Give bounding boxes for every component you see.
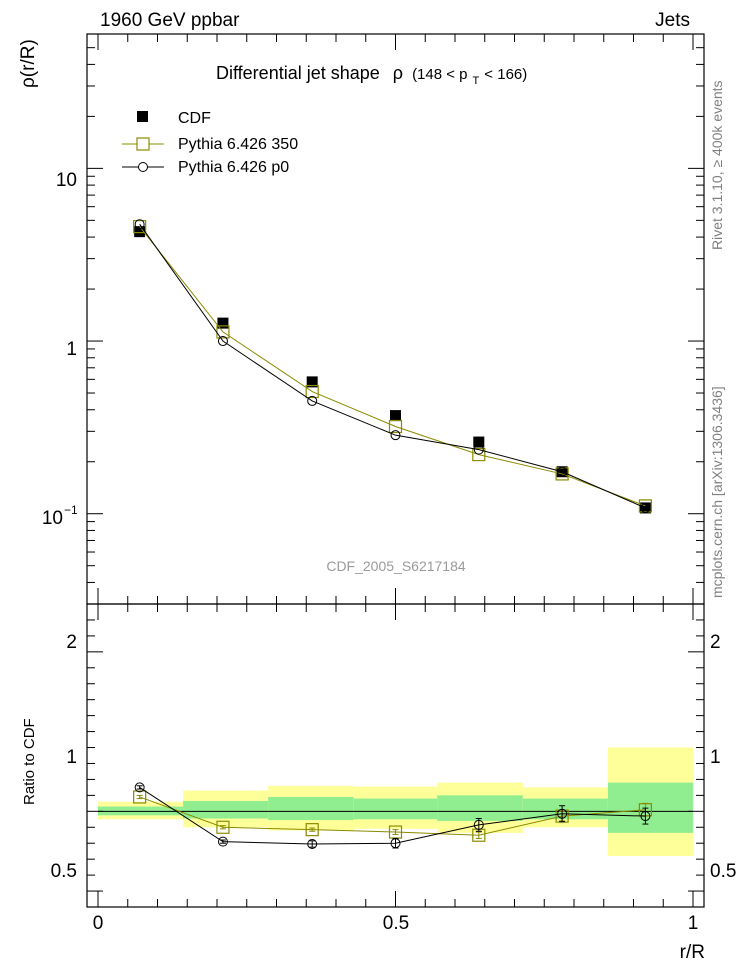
main-point-p0 xyxy=(640,502,651,513)
main-ylabel: ρ(r/R) xyxy=(18,39,39,88)
main-point-350 xyxy=(638,499,653,513)
main-series-line-2 xyxy=(139,223,646,509)
ratio-point-p0 xyxy=(307,839,318,850)
main-series xyxy=(133,219,653,514)
ratio-point-p0 xyxy=(557,808,568,819)
main-point-p0 xyxy=(217,336,228,347)
ratio-frame xyxy=(86,603,705,908)
legend: CDF Pythia 6.426 350 Pythia 6.426 p0 xyxy=(122,110,298,176)
ratio-point-350 xyxy=(133,790,147,804)
legend-label-p0: Pythia 6.426 p0 xyxy=(178,159,289,176)
header-right: Jets xyxy=(655,10,690,31)
main-point-350 xyxy=(305,384,319,399)
ratio-series xyxy=(133,782,653,850)
ytick-label-1: 1 xyxy=(66,339,77,360)
main-point-cdf xyxy=(390,410,401,422)
ratio-bands xyxy=(98,747,693,856)
main-point-p0 xyxy=(557,466,568,477)
main-point-cdf xyxy=(217,317,229,329)
ratio-ytick-left-2: 2 xyxy=(66,632,77,653)
ratio-ytick-right-1: 1 xyxy=(710,747,721,768)
xtick-label-0p5: 0.5 xyxy=(383,913,409,934)
ratio-point-350 xyxy=(305,823,319,837)
ytick-label-10: 10 xyxy=(56,170,77,191)
main-panel: Differential jet shape ρ (148 < p T < 16… xyxy=(18,33,705,605)
main-point-p0 xyxy=(390,430,401,441)
mcplots-label: mcplots.cern.ch [arXiv:1306.3436] xyxy=(709,386,725,598)
ratio-point-p0 xyxy=(640,811,651,822)
main-point-350 xyxy=(472,447,486,462)
ratio-band-green xyxy=(353,798,438,820)
analysis-watermark: CDF_2005_S6217184 xyxy=(326,558,466,574)
ratio-ylabel: Ratio to CDF xyxy=(21,718,38,805)
xtick-label-0: 0 xyxy=(93,913,104,934)
ytick-label-0p1-exponent: −1 xyxy=(64,503,78,517)
xlabel: r/R xyxy=(680,942,705,963)
main-point-cdf xyxy=(306,376,318,388)
rivet-version-label: Rivet 3.1.10, ≥ 400k events xyxy=(709,80,725,250)
xtick-label-1: 1 xyxy=(688,913,699,934)
ratio-ytick-right-0p5: 0.5 xyxy=(710,861,736,882)
main-point-350 xyxy=(388,419,403,434)
main-point-p0 xyxy=(134,219,145,230)
main-point-p0 xyxy=(473,444,484,455)
header-left: 1960 GeV ppbar xyxy=(100,10,240,31)
ratio-ytick-right-2: 2 xyxy=(710,632,721,653)
ratio-band-green xyxy=(607,782,693,833)
ratio-point-350 xyxy=(216,820,230,834)
ratio-point-p0 xyxy=(217,836,228,847)
ratio-band-green xyxy=(268,796,354,821)
ratio-point-p0 xyxy=(473,819,484,830)
main-point-350 xyxy=(133,219,147,234)
legend-marker-350 xyxy=(136,137,150,151)
legend-marker-cdf xyxy=(137,111,148,122)
ratio-point-p0 xyxy=(390,838,401,849)
legend-label-350: Pythia 6.426 350 xyxy=(178,136,298,153)
main-series-line-1 xyxy=(139,226,646,507)
ratio-band-green xyxy=(437,795,523,821)
ratio-panel: Ratio to CDF 2 1 0.5 2 1 0.5 0 0.5 1 r/R xyxy=(21,603,736,963)
ratio-point-p0 xyxy=(134,782,145,793)
main-title: Differential jet shape ρ (148 < p T < 16… xyxy=(216,63,527,88)
main-point-p0 xyxy=(307,395,318,406)
main-point-cdf xyxy=(639,502,651,514)
ratio-ytick-left-1: 1 xyxy=(66,747,77,768)
legend-label-cdf: CDF xyxy=(178,110,211,127)
main-point-cdf xyxy=(473,436,485,448)
ratio-band-green xyxy=(183,800,269,819)
ratio-ytick-left-0p5: 0.5 xyxy=(51,861,77,882)
legend-marker-p0 xyxy=(138,162,148,172)
ytick-label-0p1: 10 xyxy=(42,508,63,529)
main-point-cdf xyxy=(134,226,146,238)
